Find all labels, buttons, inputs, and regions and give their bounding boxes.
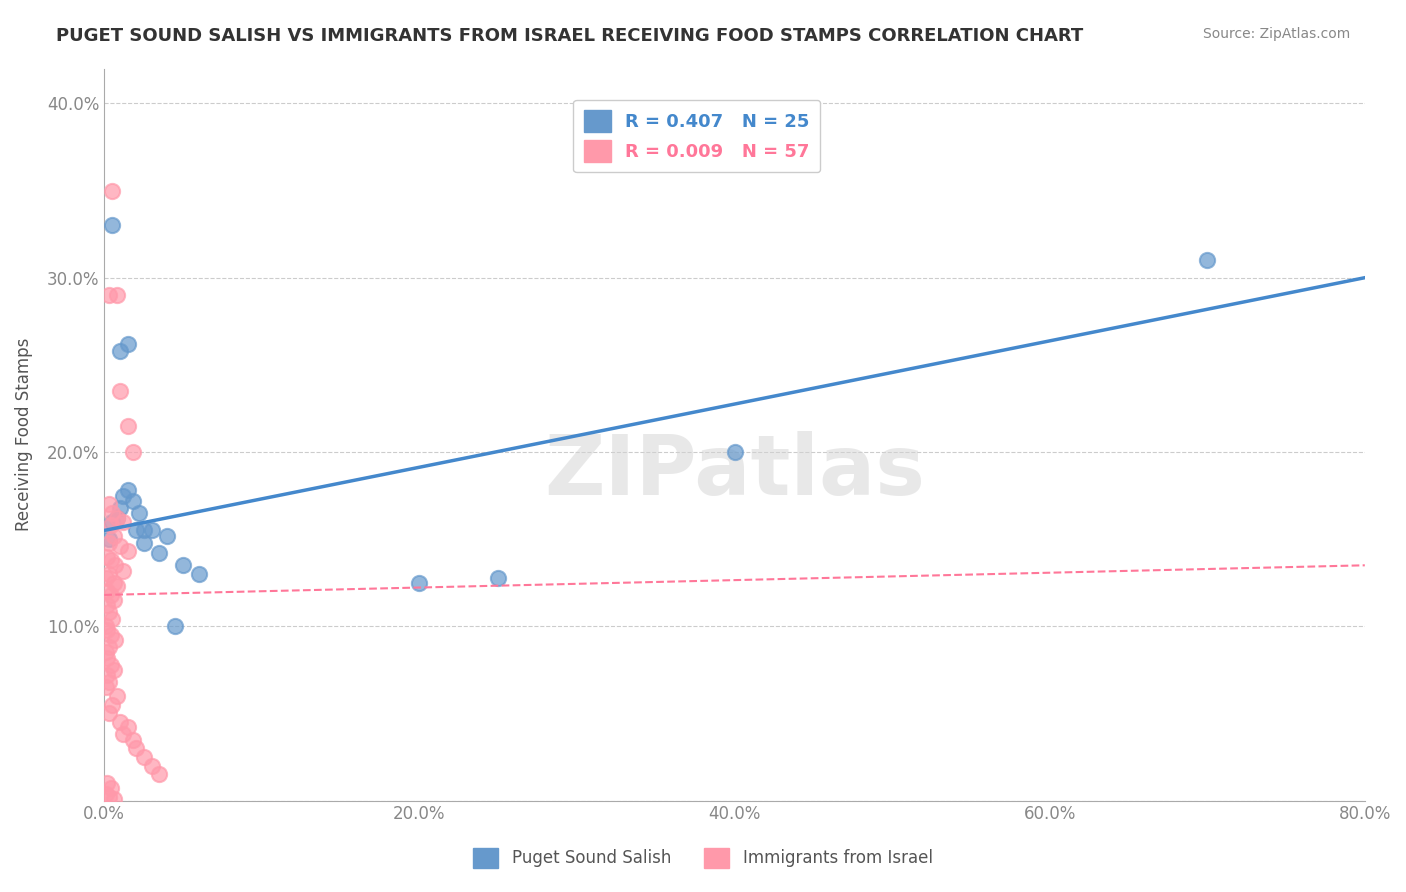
Point (101, 515, 124, 529)
Point (486, 570, 509, 584)
Point (98, 790, 121, 805)
Point (117, 418, 139, 433)
Point (103, 529, 125, 543)
Point (98, 706, 121, 721)
Point (117, 483, 139, 498)
Point (98, 640, 121, 655)
Text: Source: ZipAtlas.com: Source: ZipAtlas.com (1202, 27, 1350, 41)
Point (1197, 253, 1219, 268)
Y-axis label: Receiving Food Stamps: Receiving Food Stamps (15, 338, 32, 532)
Point (723, 445, 745, 459)
Point (103, 663, 125, 677)
Point (103, 593, 125, 607)
Point (105, 511, 128, 525)
Point (165, 619, 187, 633)
Point (112, 564, 135, 578)
Point (108, 500, 131, 515)
Point (100, 657, 122, 672)
Point (94, 787, 117, 801)
Point (98, 288, 121, 302)
Point (156, 529, 179, 543)
Point (112, 727, 135, 741)
Text: PUGET SOUND SALISH VS IMMIGRANTS FROM ISRAEL RECEIVING FOOD STAMPS CORRELATION C: PUGET SOUND SALISH VS IMMIGRANTS FROM IS… (56, 27, 1084, 45)
Point (96, 650, 118, 665)
Point (100, 781, 122, 796)
Point (108, 343, 131, 358)
Point (141, 524, 163, 538)
Point (104, 633, 127, 648)
Point (132, 524, 155, 538)
Point (104, 558, 127, 573)
Point (128, 506, 150, 520)
Point (98, 606, 121, 620)
Point (98, 567, 121, 582)
Point (103, 575, 125, 590)
Point (101, 506, 124, 520)
Point (103, 792, 125, 806)
Point (105, 511, 128, 525)
Point (408, 575, 430, 590)
Point (105, 689, 128, 703)
Point (121, 732, 143, 747)
Point (98, 497, 121, 511)
Point (125, 741, 148, 756)
Point (96, 549, 118, 564)
Point (148, 546, 170, 560)
Point (187, 567, 209, 582)
Point (105, 579, 128, 593)
Point (132, 535, 155, 549)
Legend: R = 0.407   N = 25, R = 0.009   N = 57: R = 0.407 N = 25, R = 0.009 N = 57 (572, 100, 821, 172)
Point (96, 776, 118, 790)
Point (94, 570, 117, 584)
Point (101, 698, 124, 712)
Point (98, 532, 121, 546)
Point (125, 524, 148, 538)
Point (117, 544, 139, 558)
Point (141, 758, 163, 772)
Point (117, 720, 139, 734)
Legend: Puget Sound Salish, Immigrants from Israel: Puget Sound Salish, Immigrants from Isra… (467, 841, 939, 875)
Point (108, 539, 131, 553)
Point (132, 750, 155, 764)
Point (117, 337, 139, 351)
Point (108, 384, 131, 398)
Point (100, 518, 122, 533)
Point (105, 288, 128, 302)
Point (101, 219, 124, 233)
Point (101, 612, 124, 626)
Point (96, 623, 118, 637)
Point (98, 675, 121, 690)
Point (121, 493, 143, 508)
Point (112, 489, 135, 503)
Point (100, 588, 122, 602)
Text: ZIPatlas: ZIPatlas (544, 431, 925, 512)
Point (94, 619, 117, 633)
Point (112, 515, 135, 529)
Point (96, 584, 118, 599)
Point (148, 767, 170, 781)
Point (98, 535, 121, 549)
Point (96, 668, 118, 682)
Point (101, 184, 124, 198)
Point (100, 628, 122, 642)
Point (108, 715, 131, 730)
Point (94, 681, 117, 695)
Point (172, 558, 194, 573)
Point (100, 553, 122, 567)
Point (94, 645, 117, 659)
Point (96, 599, 118, 613)
Point (121, 445, 143, 459)
